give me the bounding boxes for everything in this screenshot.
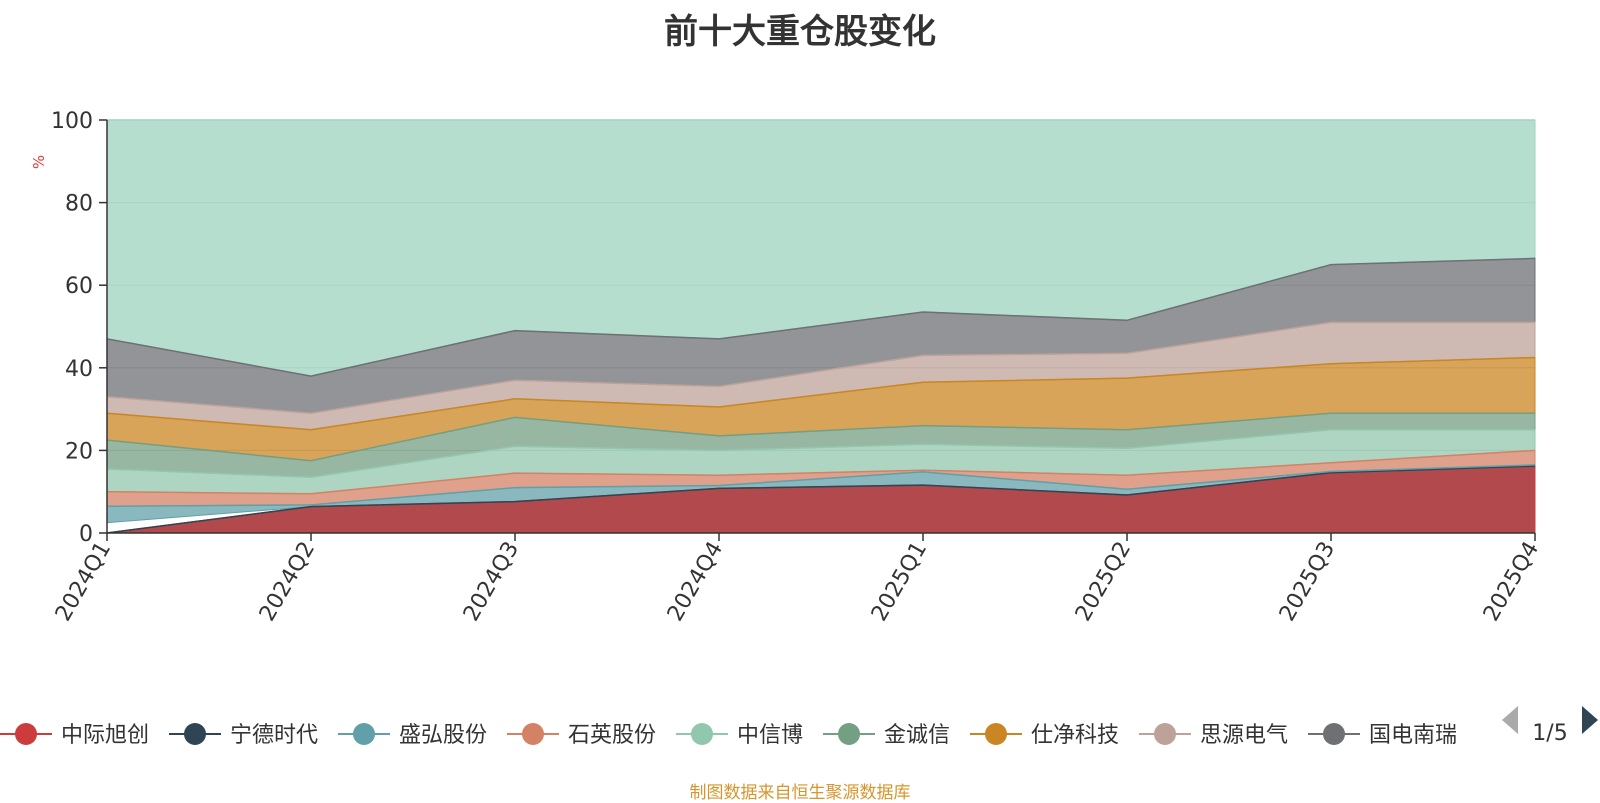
y-tick-label: 40 [65, 357, 93, 382]
legend-label: 中信博 [737, 723, 803, 748]
series-line [106, 321, 1535, 414]
series-line [106, 464, 1536, 507]
x-tick-label: 2024Q4 [663, 538, 728, 626]
x-tick-label: 2025Q3 [1275, 538, 1340, 626]
legend-label: 思源电气 [1200, 723, 1288, 748]
series-line [106, 257, 1536, 377]
y-axis-title: % [30, 155, 48, 169]
legend-label: 仕净科技 [1031, 723, 1119, 748]
legend: 中际旭创 宁德时代 盛弘股份 石英股份 中信博 金诚信 仕净科技 思源电气 国电南瑞 [0, 723, 1457, 748]
triangle-left-icon[interactable] [1502, 706, 1518, 734]
legend-marker [353, 723, 375, 745]
legend-item[interactable]: 思源电气 [1139, 723, 1288, 748]
x-tick-label: 2025Q4 [1479, 538, 1544, 626]
data-source-note: 制图数据来自恒生聚源数据库 [689, 783, 911, 803]
y-tick-label: 20 [65, 439, 93, 464]
legend-label: 盛弘股份 [399, 723, 487, 748]
legend-label: 宁德时代 [230, 723, 318, 748]
legend-marker [1154, 723, 1176, 745]
legend-item[interactable]: 中际旭创 [0, 723, 149, 748]
x-tick-label: 2024Q1 [51, 538, 116, 626]
series-line [106, 465, 1536, 534]
x-tick-label: 2025Q2 [1071, 538, 1136, 626]
legend-label: 中际旭创 [61, 723, 149, 748]
area-series [106, 119, 1536, 534]
legend-item[interactable]: 盛弘股份 [338, 723, 487, 748]
legend-page-indicator: 1/5 [1532, 721, 1567, 746]
legend-item[interactable]: 中信博 [676, 723, 803, 748]
legend-marker [985, 723, 1007, 745]
triangle-right-icon[interactable] [1582, 706, 1598, 734]
legend-item[interactable]: 仕净科技 [970, 723, 1119, 748]
y-tick-label: 60 [65, 274, 93, 299]
legend-marker [691, 723, 713, 745]
legend-item[interactable]: 宁德时代 [169, 723, 318, 748]
legend-item[interactable]: 金诚信 [823, 723, 950, 748]
legend-marker [15, 723, 37, 745]
legend-marker [184, 723, 206, 745]
legend-marker [838, 723, 860, 745]
legend-pager: 1/5 [1502, 706, 1598, 746]
chart-title: 前十大重仓股变化 [664, 12, 936, 52]
y-tick-label: 100 [51, 109, 93, 134]
x-tick-label: 2024Q2 [255, 538, 320, 626]
legend-label: 国电南瑞 [1369, 723, 1457, 748]
series-line [106, 429, 1535, 478]
legend-marker [1323, 723, 1345, 745]
y-tick-label: 80 [65, 192, 93, 217]
legend-item[interactable]: 石英股份 [507, 723, 656, 748]
x-tick-label: 2024Q3 [459, 538, 524, 626]
legend-item[interactable]: 国电南瑞 [1308, 723, 1457, 748]
series-line [106, 356, 1536, 431]
legend-marker [522, 723, 544, 745]
series-line [106, 412, 1535, 462]
legend-label: 石英股份 [568, 723, 656, 748]
x-tick-label: 2025Q1 [867, 538, 932, 626]
y-tick-label: 0 [79, 522, 93, 547]
legend-label: 金诚信 [884, 723, 950, 748]
series-line [106, 449, 1536, 495]
